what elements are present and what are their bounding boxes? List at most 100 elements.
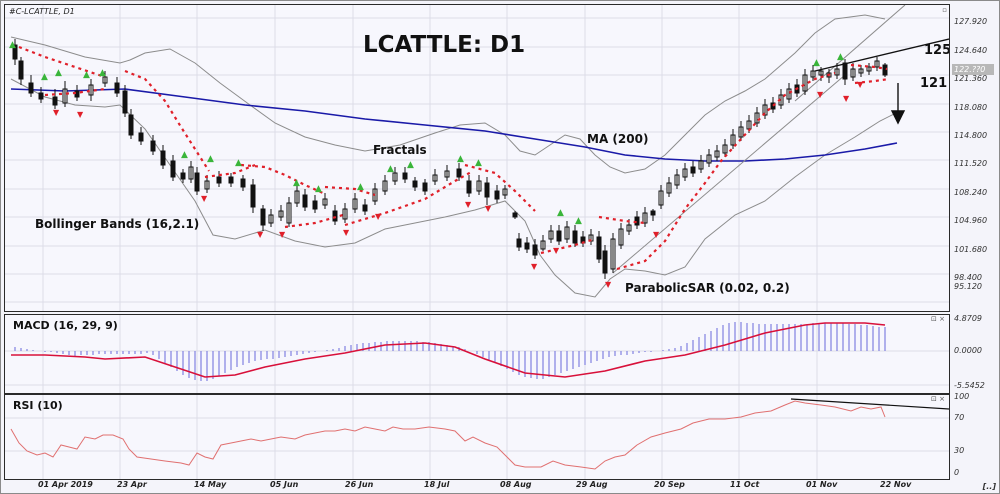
svg-text:▼: ▼ [817, 90, 824, 99]
bollinger-label: Bollinger Bands (16,2.1) [35, 217, 200, 231]
price-chart-canvas: ▲▲ ▲ ▲ ▲▲ ▲ ▲▲ ▲ ▲▲ ▲▲ ▲ ▲▲▲ ▲ ▼ ▼▼ ▼ ▼ ▼ ▼▼ ▼ ▼▼… [5, 5, 949, 311]
fractal-down-markers: ▼ ▼ ▼ ▼ ▼ ▼ ▼ ▼ ▼ ▼ ▼ ▼ ▼ ▼ ▼ ▼ [53, 80, 864, 289]
macd-tick: -5.5452 [954, 381, 985, 390]
svg-text:▲: ▲ [235, 158, 242, 168]
svg-text:▲: ▲ [9, 40, 16, 50]
price-tick: 127.920 [954, 17, 988, 26]
svg-text:▲: ▲ [55, 68, 62, 78]
time-tick: 20 Sep [654, 480, 685, 489]
price-tick: 98.400 [954, 273, 982, 282]
price-tick: 101.680 [954, 245, 988, 254]
rising-channel-upper [794, 5, 906, 102]
price-tick: 108.240 [954, 188, 988, 197]
time-tick: 22 Nov [880, 480, 912, 489]
svg-text:▲: ▲ [837, 52, 844, 62]
price-tick: 95.120 [954, 282, 982, 291]
time-tick: 23 Apr [117, 480, 147, 489]
target-lower-label: 121 [920, 76, 948, 91]
rsi-axis: 100 70 30 0 [952, 392, 998, 478]
time-tick: 05 Jun [270, 480, 299, 489]
svg-text:▼: ▼ [77, 110, 84, 119]
current-price-badge: 122.??0 [952, 64, 994, 75]
svg-text:▼: ▼ [531, 262, 538, 271]
svg-text:▼: ▼ [857, 80, 864, 89]
scroll-end-button[interactable]: [..] [982, 482, 996, 491]
rsi-label: RSI (10) [13, 399, 63, 412]
price-tick: 114.800 [954, 131, 988, 140]
parabolic-sar-label: ParabolicSAR (0.02, 0.2) [625, 281, 790, 295]
rsi-tick: 30 [954, 446, 965, 455]
rsi-canvas [5, 395, 949, 479]
parabolic-sar-dots [18, 45, 890, 271]
price-tick: 118.080 [954, 103, 988, 112]
macd-pane[interactable]: MACD (16, 29, 9) ⊡ × [4, 314, 950, 394]
macd-pane-controls[interactable]: ⊡ × [931, 315, 945, 323]
rsi-pane[interactable]: RSI (10) ⊡ × [4, 394, 950, 480]
svg-text:▲: ▲ [83, 70, 90, 80]
target-upper-label: 125 [924, 43, 950, 58]
svg-text:▲: ▲ [41, 72, 48, 82]
svg-text:▲: ▲ [181, 150, 188, 160]
time-tick: 08 Aug [500, 480, 532, 489]
ma-label: MA (200) [587, 132, 649, 146]
svg-text:▼: ▼ [375, 212, 382, 221]
time-tick: 26 Jun [345, 480, 374, 489]
svg-text:▲: ▲ [293, 178, 300, 188]
svg-text:▼: ▼ [605, 280, 612, 289]
svg-text:▲: ▲ [575, 216, 582, 226]
svg-text:▼: ▼ [343, 228, 350, 237]
svg-text:▲: ▲ [457, 154, 464, 164]
rsi-tick: 70 [954, 413, 965, 422]
time-tick: 14 May [194, 480, 227, 489]
rsi-pane-controls[interactable]: ⊡ × [931, 395, 945, 403]
symbol-label: #C-LCATTLE, D1 [9, 7, 75, 16]
svg-text:▲: ▲ [475, 158, 482, 168]
time-tick: 18 Jul [424, 480, 450, 489]
rsi-divergence-trendline [790, 398, 949, 410]
price-tick: 121.360 [954, 74, 988, 83]
rsi-line [10, 400, 886, 470]
bollinger-upper-line [10, 14, 886, 174]
pane-maximize-icon[interactable]: ▫ [942, 6, 947, 14]
svg-text:▼: ▼ [257, 230, 264, 239]
svg-text:▼: ▼ [465, 200, 472, 209]
time-tick: 01 Apr 2019 [38, 480, 93, 489]
svg-text:▲: ▲ [315, 184, 322, 194]
price-tick: 111.520 [954, 159, 988, 168]
candlesticks [12, 39, 888, 279]
macd-tick: 4.8709 [954, 314, 982, 323]
ma-200-line [10, 88, 898, 162]
svg-text:▲: ▲ [557, 208, 564, 218]
svg-text:▲: ▲ [387, 164, 394, 174]
svg-text:▲: ▲ [407, 160, 414, 170]
time-tick: 11 Oct [730, 480, 760, 489]
price-axis: 127.920 124.640 121.360 118.080 114.800 … [952, 4, 998, 310]
rsi-tick: 0 [954, 468, 960, 477]
macd-axis: 4.8709 0.0000 -5.5452 [952, 314, 998, 392]
price-pane[interactable]: ▲ ▲ ▲ ▲ ▲ ▲ ▲ ▲ ▲ ▲ ▲ ▲ ▲ ▲ ▲ ▲ ▲ ▲ ▲ ▼ ▼ ▼ ▼ ▼ ▼ ▼ ▼ ▼ ▼ ▼… [4, 4, 950, 312]
bollinger-lower-line [10, 78, 901, 298]
forecast-down-arrow [890, 83, 906, 125]
time-tick: 01 Nov [806, 480, 838, 489]
time-axis: 01 Apr 2019 23 Apr 14 May 05 Jun 26 Jun … [4, 478, 998, 492]
svg-text:▼: ▼ [53, 108, 60, 117]
svg-text:▲: ▲ [99, 68, 106, 78]
price-tick: 124.640 [954, 46, 988, 55]
svg-text:▼: ▼ [653, 230, 660, 239]
svg-text:▲: ▲ [813, 58, 820, 68]
svg-text:▼: ▼ [485, 204, 492, 213]
macd-label: MACD (16, 29, 9) [13, 319, 118, 332]
fractals-label: Fractals [373, 143, 427, 157]
svg-text:▲: ▲ [207, 154, 214, 164]
svg-text:▼: ▼ [201, 194, 208, 203]
svg-text:▼: ▼ [843, 94, 850, 103]
macd-signal-line [11, 322, 886, 378]
macd-histogram [14, 322, 886, 381]
fractal-up-markers: ▲ ▲ ▲ ▲ ▲ ▲ ▲ ▲ ▲ ▲ ▲ ▲ ▲ ▲ ▲ ▲ ▲ ▲ ▲ [9, 40, 844, 226]
svg-text:▼: ▼ [553, 246, 560, 255]
svg-text:▼: ▼ [279, 230, 286, 239]
chart-title: LCATTLE: D1 [363, 32, 526, 58]
time-tick: 29 Aug [576, 480, 608, 489]
rising-channel-lower [612, 74, 846, 274]
svg-text:▲: ▲ [357, 182, 364, 192]
